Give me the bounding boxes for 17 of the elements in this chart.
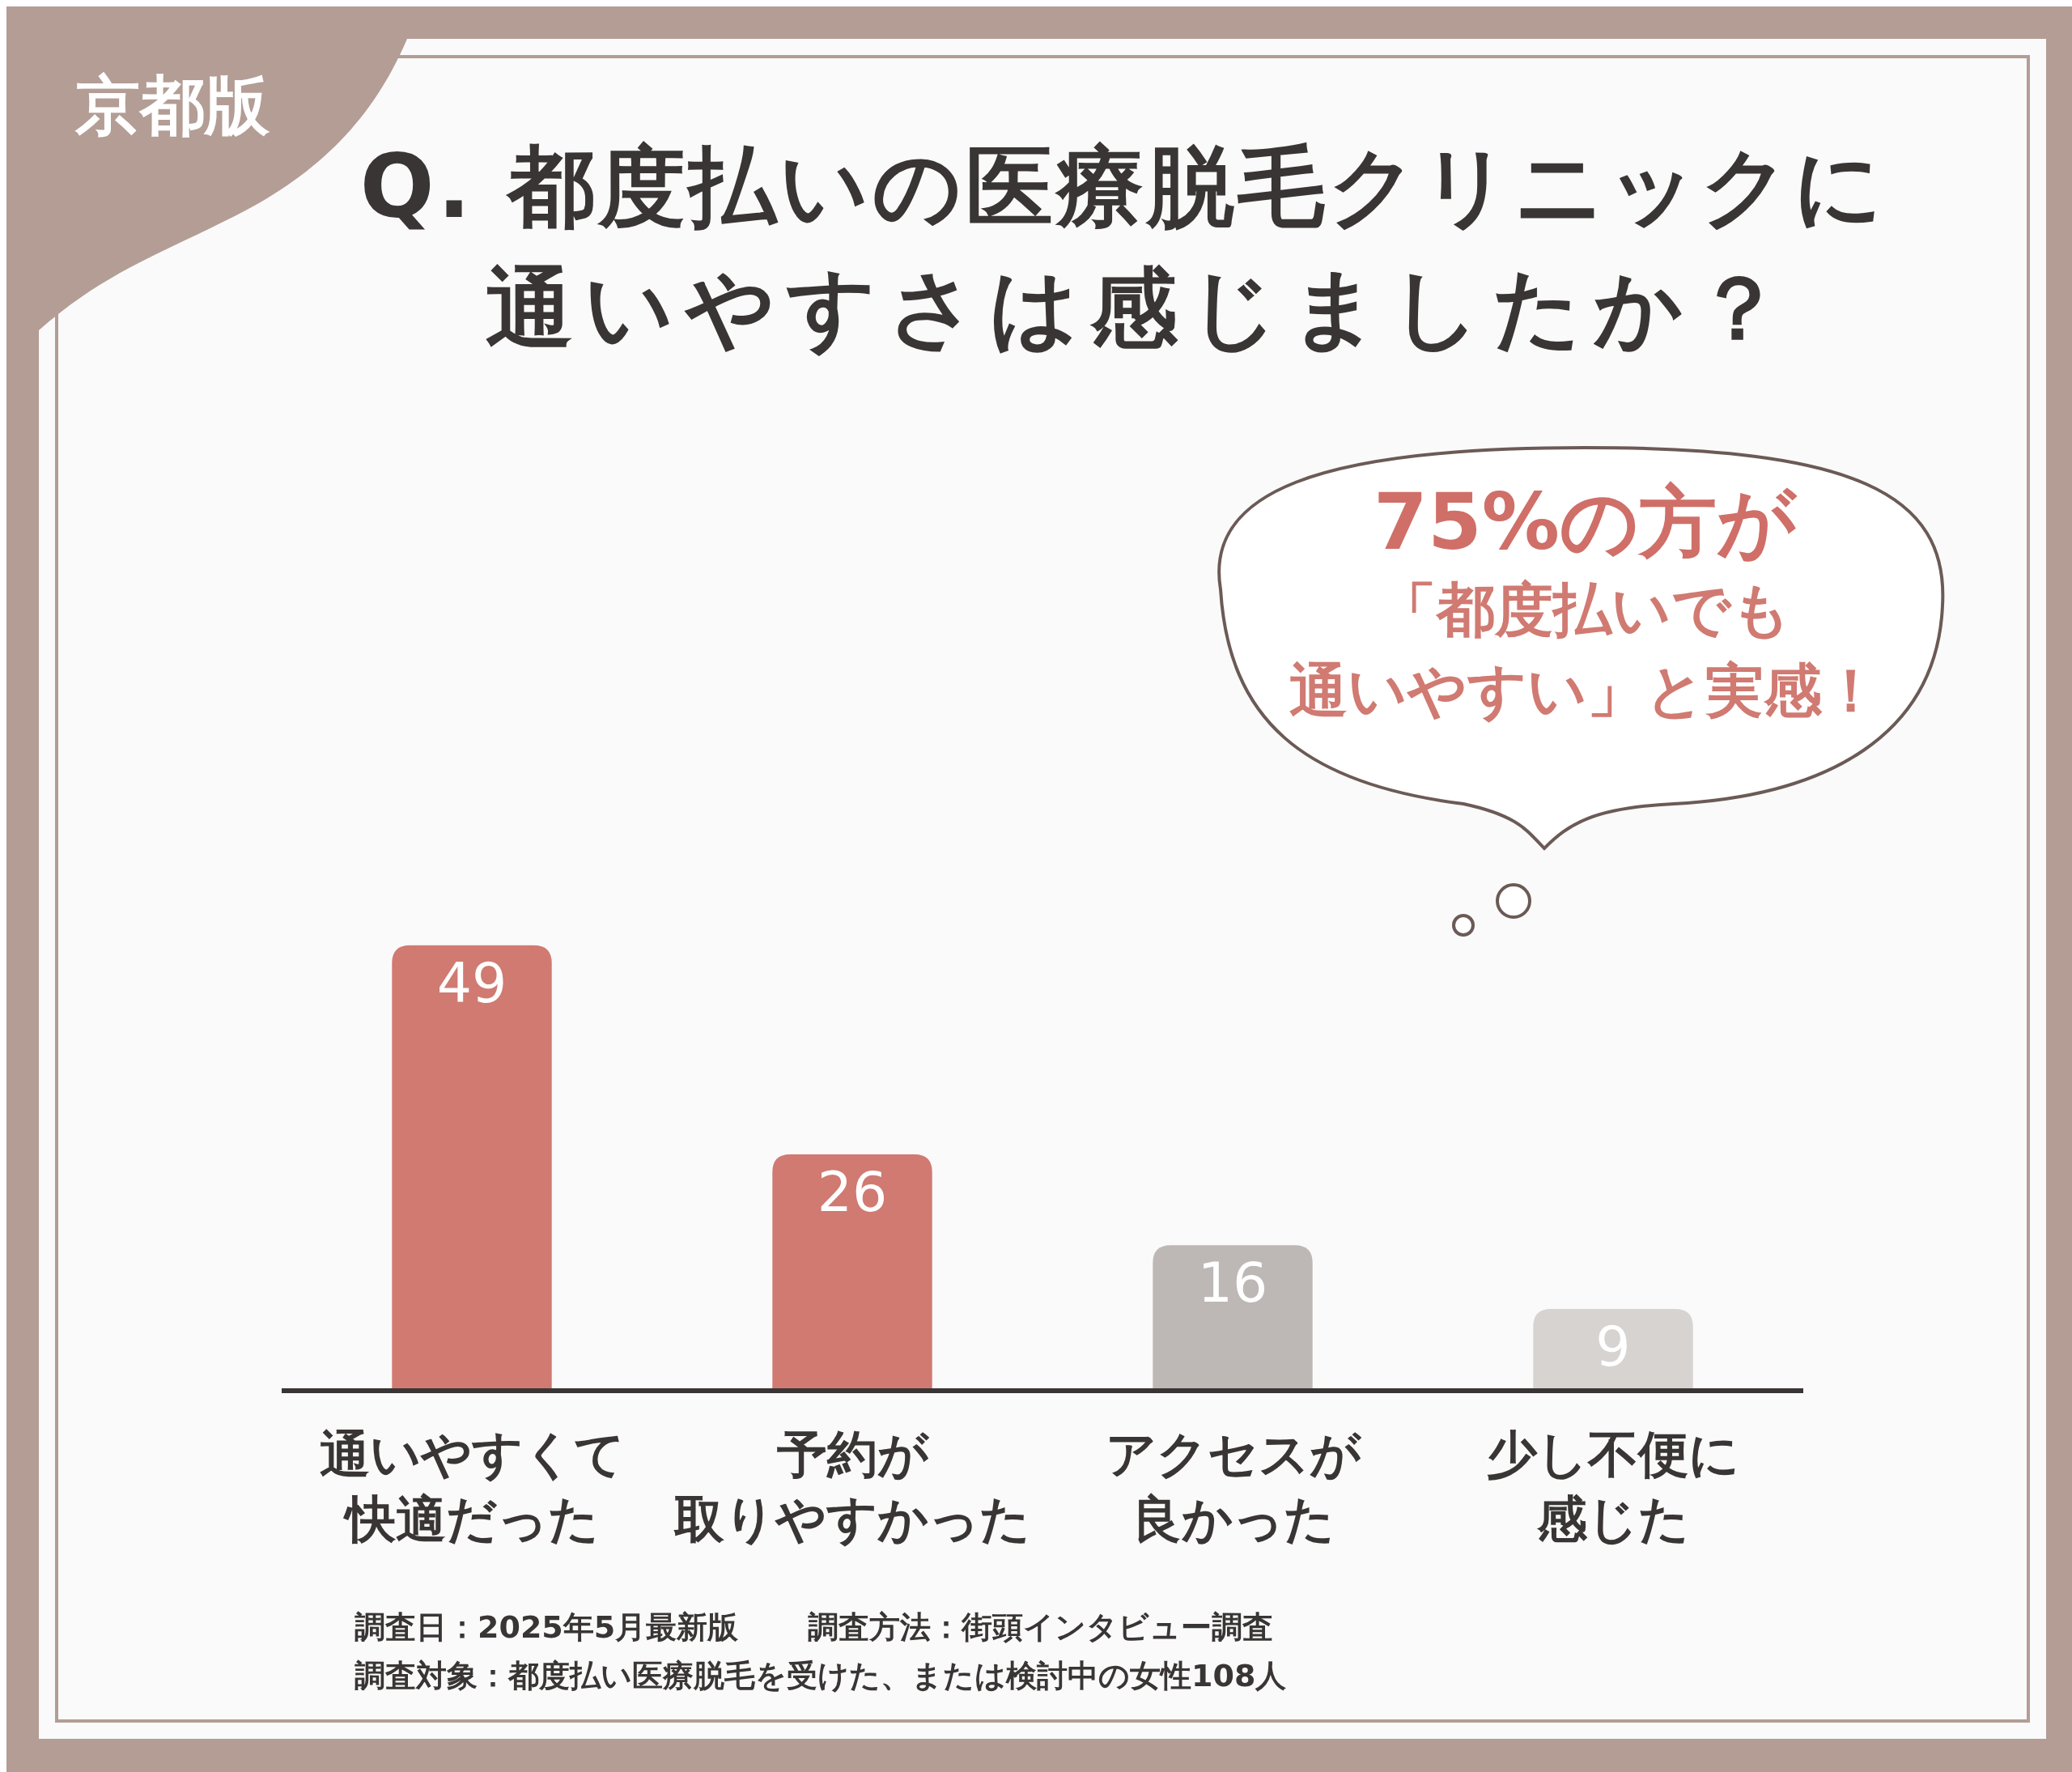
text: 京都版 [74, 68, 270, 143]
chart-title: Q. 都度払いの医療脱毛クリニックに通いやすさは感じましたか？ [359, 136, 1887, 359]
x-tick-label: 少し不便に感じた [1487, 1425, 1739, 1549]
x-tick-label: アクセスが良かった [1105, 1425, 1362, 1549]
data-label: 26 [817, 1160, 888, 1225]
data-label: 16 [1197, 1251, 1268, 1315]
text: 調査日：2025年5月最新版 [355, 1609, 740, 1645]
bar [392, 945, 552, 1391]
x-tick-label: 通いやすくて快適だった [319, 1425, 625, 1549]
bar [1533, 1308, 1693, 1391]
bar [772, 1154, 932, 1391]
text: 調査方法：街頭インタビュー調査 [808, 1609, 1273, 1645]
x-tick-label: 予約が取りやすかった [673, 1425, 1030, 1549]
data-label: 49 [436, 950, 507, 1015]
text: 75%の方が「都度払いでも通いやすい」と実感！ [1289, 477, 1880, 725]
bar [1153, 1245, 1313, 1391]
text: 調査対象：都度払い医療脱毛を受けた、または検討中の女性108人 [355, 1658, 1287, 1693]
